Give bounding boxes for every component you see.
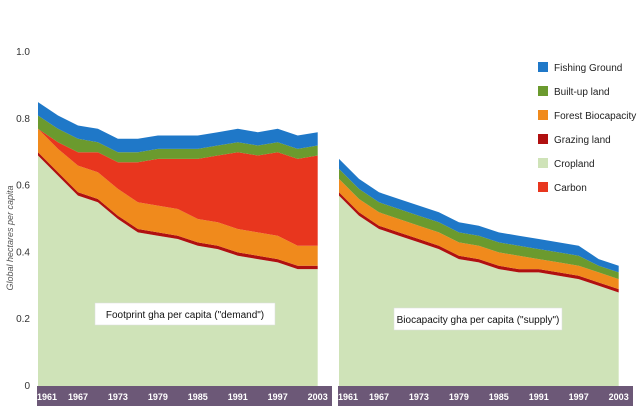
legend-label-grazing-land: Grazing land: [554, 135, 611, 146]
legend-label-built-up-land: Built-up land: [554, 87, 610, 98]
legend-label-fishing-ground: Fishing Ground: [554, 63, 622, 74]
demand-x-tick-label: 1973: [108, 392, 128, 402]
legend: Fishing Ground Built-up land Forest Biocap…: [538, 62, 636, 194]
supply-area-fishing-ground: [339, 158, 619, 273]
demand-x-tick-label: 1985: [188, 392, 208, 402]
y-tick-label: 0.8: [16, 114, 30, 125]
supply-area-cropland: [339, 195, 619, 386]
supply-panel-label-box: [393, 307, 563, 331]
supply-x-tick-label: 1985: [489, 392, 509, 402]
legend-swatch-forest-biocapacity: [538, 110, 548, 120]
demand-area-cropland: [38, 155, 318, 386]
demand-x-tick-label: 1967: [68, 392, 88, 402]
legend-swatch-cropland: [538, 158, 548, 168]
demand-area-built-up-land: [38, 115, 318, 163]
legend-swatch-carbon: [538, 182, 548, 192]
supply-x-axis-band: [338, 386, 633, 406]
demand-area-fishing-ground: [38, 102, 318, 153]
demand-panel-label-box: [94, 302, 276, 326]
supply-x-tick-label: 2003: [609, 392, 629, 402]
demand-x-tick-label: 1979: [148, 392, 168, 402]
demand-x-ticks: 1961 1967 1973 1979 1985 1991 1997 2003: [37, 392, 328, 402]
demand-panel-label: Footprint gha per capita ("demand"): [106, 310, 264, 321]
y-tick-label: 0.6: [16, 181, 30, 192]
supply-x-tick-label: 1967: [369, 392, 389, 402]
y-tick-label: 0.4: [16, 247, 30, 258]
legend-swatch-fishing-ground: [538, 62, 548, 72]
y-tick-label: 0: [24, 381, 30, 392]
y-tick-label: 1.0: [16, 47, 30, 58]
legend-swatch-grazing-land: [538, 134, 548, 144]
legend-label-cropland: Cropland: [554, 159, 595, 170]
supply-x-ticks: 1961 1967 1973 1979 1985 1991 1997 2003: [338, 392, 629, 402]
supply-panel-areas: [339, 158, 619, 386]
demand-area-forest-biocapacity: [38, 128, 318, 266]
supply-x-tick-label: 1973: [409, 392, 429, 402]
legend-label-forest-biocapacity: Forest Biocapacity: [554, 111, 636, 122]
supply-x-tick-label: 1997: [569, 392, 589, 402]
supply-area-forest-biocapacity: [339, 178, 619, 290]
supply-x-tick-label: 1961: [338, 392, 358, 402]
y-tick-label: 0.2: [16, 314, 30, 325]
demand-panel-areas: [38, 102, 318, 386]
supply-area-built-up-land: [339, 168, 619, 280]
demand-area-carbon: [38, 128, 318, 246]
supply-x-tick-label: 1991: [529, 392, 549, 402]
demand-x-tick-label: 1997: [268, 392, 288, 402]
supply-area-grazing-land: [339, 192, 619, 293]
demand-x-tick-label: 1991: [228, 392, 248, 402]
demand-x-tick-label: 1961: [37, 392, 57, 402]
legend-label-carbon: Carbon: [554, 183, 587, 194]
y-axis-label: Global hectares per capita: [5, 185, 15, 290]
y-axis-ticks: 0 0.2 0.4 0.6 0.8 1.0: [16, 47, 30, 392]
legend-swatch-built-up-land: [538, 86, 548, 96]
supply-x-tick-label: 1979: [449, 392, 469, 402]
supply-panel-label: Biocapacity gha per capita ("supply"): [397, 315, 560, 326]
demand-x-axis-band: [37, 386, 332, 406]
demand-x-tick-label: 2003: [308, 392, 328, 402]
